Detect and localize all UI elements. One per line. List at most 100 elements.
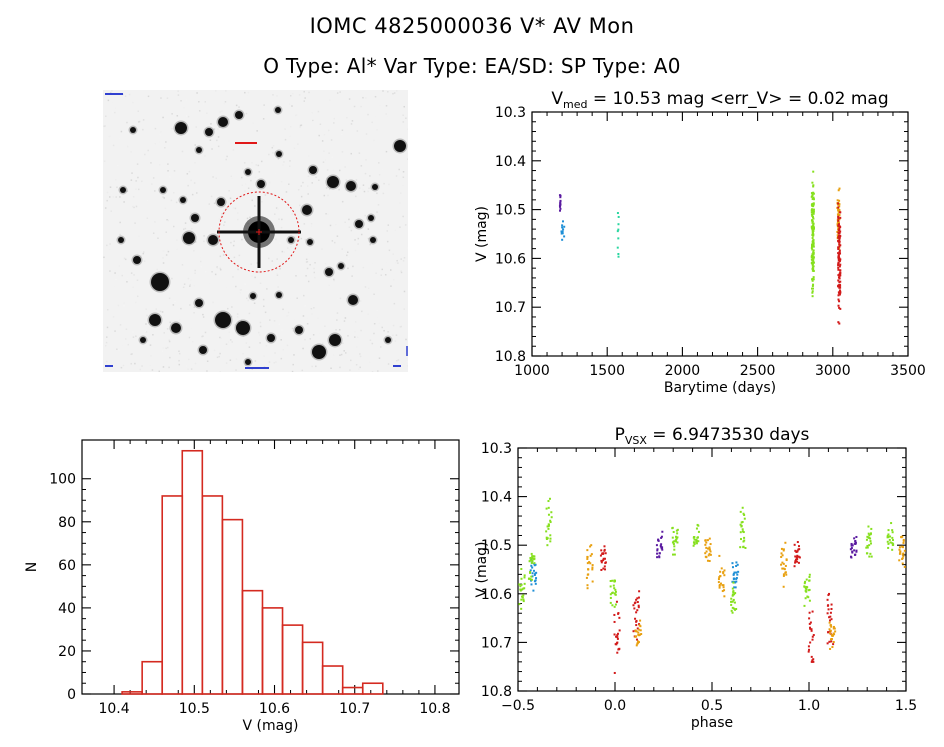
noise-pixel [376, 192, 378, 195]
data-point [591, 564, 594, 567]
x-tick-label: −0.5 [501, 698, 535, 714]
data-point [811, 638, 814, 641]
noise-pixel [311, 365, 313, 368]
noise-pixel [124, 258, 127, 261]
data-point [717, 578, 720, 581]
data-point [546, 544, 549, 547]
data-point [828, 592, 831, 595]
data-point [616, 212, 619, 215]
noise-pixel [194, 272, 196, 274]
noise-pixel [271, 260, 274, 262]
data-point [836, 230, 839, 233]
data-point [830, 640, 833, 643]
data-point [547, 500, 550, 503]
noise-pixel [132, 331, 134, 333]
x-tick-label: 2000 [665, 363, 701, 379]
star [257, 180, 265, 188]
noise-pixel [291, 105, 293, 107]
noise-pixel [280, 357, 283, 360]
data-point [865, 546, 868, 549]
data-point [810, 211, 813, 214]
noise-pixel [206, 370, 208, 372]
noise-pixel [359, 328, 362, 331]
noise-pixel [386, 230, 389, 232]
data-point [529, 556, 532, 559]
noise-pixel [360, 329, 362, 332]
noise-pixel [136, 295, 139, 298]
noise-pixel [240, 319, 243, 322]
star [329, 334, 341, 346]
data-point [615, 642, 618, 645]
noise-pixel [379, 266, 381, 269]
noise-pixel [156, 268, 158, 271]
data-point [604, 568, 607, 571]
star [276, 292, 282, 298]
noise-pixel [120, 193, 122, 195]
data-point [615, 643, 618, 646]
data-point [723, 589, 726, 592]
noise-pixel [298, 94, 301, 96]
data-point [655, 544, 658, 547]
noise-pixel [241, 184, 244, 187]
data-point [867, 532, 870, 535]
noise-pixel [368, 371, 370, 372]
data-point [838, 292, 841, 295]
data-point [696, 536, 699, 539]
noise-pixel [250, 263, 252, 265]
data-point [709, 553, 712, 556]
noise-pixel [307, 175, 310, 178]
noise-pixel [289, 165, 291, 168]
noise-pixel [319, 123, 322, 126]
noise-pixel [166, 248, 168, 251]
noise-pixel [218, 355, 220, 358]
data-point [613, 671, 616, 674]
data-point [810, 655, 813, 658]
noise-pixel [240, 176, 243, 179]
data-point [547, 506, 550, 509]
noise-pixel [291, 213, 293, 215]
data-point [719, 575, 722, 578]
noise-pixel [346, 254, 348, 257]
noise-pixel [249, 216, 251, 219]
bottom-marker [245, 367, 269, 369]
noise-pixel [163, 314, 166, 316]
noise-pixel [230, 175, 233, 178]
noise-pixel [135, 205, 138, 208]
data-point [614, 603, 617, 606]
data-point [829, 638, 832, 641]
data-point [837, 298, 840, 301]
noise-pixel [141, 365, 143, 367]
data-point [810, 225, 813, 228]
data-point [603, 557, 606, 560]
noise-pixel [210, 195, 213, 198]
data-point [522, 600, 525, 603]
x-tick-label: 3000 [815, 363, 851, 379]
histogram-bar [161, 495, 184, 695]
noise-pixel [254, 205, 256, 207]
noise-pixel [290, 126, 292, 128]
data-point [615, 635, 618, 638]
noise-pixel [106, 326, 109, 329]
noise-pixel [256, 130, 258, 132]
star [235, 111, 243, 119]
noise-pixel [181, 150, 184, 153]
data-point [706, 547, 709, 550]
data-point [838, 217, 841, 220]
noise-pixel [189, 285, 191, 287]
noise-pixel [336, 319, 338, 321]
noise-pixel [160, 97, 162, 99]
data-point [721, 590, 724, 593]
noise-pixel [364, 172, 367, 175]
data-point [561, 226, 564, 229]
noise-pixel [137, 110, 140, 113]
noise-pixel [257, 271, 259, 273]
data-point [636, 601, 639, 604]
noise-pixel [140, 251, 142, 253]
noise-pixel [185, 193, 187, 196]
noise-pixel [231, 341, 233, 343]
data-point [812, 222, 815, 225]
noise-pixel [204, 270, 207, 273]
noise-pixel [184, 222, 187, 224]
data-point [617, 612, 620, 615]
data-point [547, 527, 550, 530]
